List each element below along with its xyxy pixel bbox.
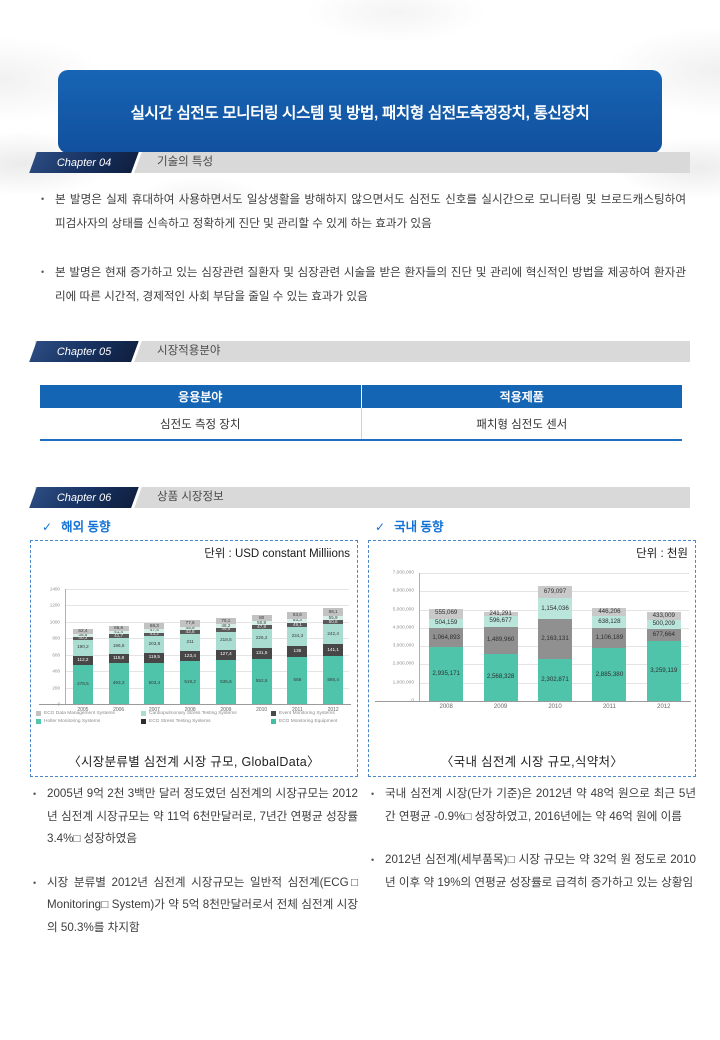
legend-item: ECG Stress Testing Systems: [141, 719, 269, 724]
bullet-dot-icon: •: [41, 194, 45, 204]
tech-bullet-1: • 본 발명은 실제 휴대하여 사용하면서도 일상생활을 방해하지 않으면서도 …: [38, 188, 686, 235]
domestic-unit-label: 단위 : 천원: [636, 548, 688, 560]
chapter-04-badge-label: Chapter 04: [56, 156, 112, 169]
legend-item: Holter Monitoring Systems: [36, 719, 139, 724]
table-header-row: 응용분야 적용제품: [40, 385, 682, 408]
domestic-chart-panel: 단위 : 천원 01,000,0002,000,0003,000,0004,00…: [368, 540, 696, 777]
table-header-application-field: 응용분야: [40, 385, 362, 408]
legend-item: Cardiopulmonary Stress Testing Systems: [141, 711, 269, 716]
domestic-bullet-1-text: 국내 심전계 시장(단가 기준)은 2012년 약 48억 원으로 최근 5년간…: [385, 787, 696, 823]
table-header-applied-product: 적용제품: [499, 390, 544, 404]
tech-bullet-1-text: 본 발명은 실제 휴대하여 사용하면서도 일상생활을 방해하지 않으면서도 심전…: [55, 193, 686, 230]
legend-swatch: [271, 719, 276, 724]
chapter-06-header: Chapter 06 상품 시장정보: [29, 487, 690, 508]
overseas-trend-heading: ✓ 해외 동향: [42, 516, 111, 535]
legend-swatch: [36, 719, 41, 724]
overseas-bullet-2: • 시장 분류별 2012년 심전계 시장규모는 일반적 심전계(ECG□ Mo…: [30, 872, 358, 940]
bullet-dot-icon: •: [33, 877, 37, 888]
chapter-05-badge: Chapter 05: [29, 341, 142, 362]
domestic-chart-caption: 〈국내 심전계 시장 규모,식약처〉: [440, 755, 624, 769]
bullet-dot-icon: •: [371, 789, 375, 799]
table-row: 심전도 측정 장치 패치형 심전도 센서: [40, 408, 682, 441]
chapter-04-header: Chapter 04 기술의 특성: [29, 152, 690, 173]
chapter-06-title: 상품 시장정보: [157, 491, 224, 503]
overseas-bullet-1: • 2005년 9억 2천 3백만 달러 정도였던 심전계의 시장규모는 201…: [30, 783, 358, 851]
legend-swatch: [141, 719, 146, 724]
legend-item: ECG Monitoring Equipment: [271, 719, 355, 724]
chapter-04-title: 기술의 특성: [157, 156, 214, 168]
overseas-chart-legend: ECG Data Management Systems Cardiopulmona…: [36, 711, 355, 724]
overseas-bullet-2-text: 시장 분류별 2012년 심전계 시장규모는 일반적 심전계(ECG□ Moni…: [47, 875, 358, 934]
chapter-05-badge-label: Chapter 05: [56, 345, 112, 358]
table-cell-application: 심전도 측정 장치: [40, 408, 362, 439]
overseas-chart-caption: 〈시장분류별 심전계 시장 규모, GlobalData〉: [68, 755, 320, 769]
domestic-trend-heading: ✓ 국내 동향: [375, 516, 444, 535]
chapter-05-header: Chapter 05 시장적용분야: [29, 341, 690, 362]
chapter-06-badge: Chapter 06: [29, 487, 142, 508]
domestic-analysis-bullets: • 국내 심전계 시장(단가 기준)은 2012년 약 48억 원으로 최근 5…: [368, 783, 696, 915]
document-title: 실시간 심전도 모니터링 시스템 및 방법, 패치형 심전도측정장치, 통신장치: [130, 104, 590, 122]
title-banner: 실시간 심전도 모니터링 시스템 및 방법, 패치형 심전도측정장치, 통신장치: [58, 70, 662, 153]
tech-bullet-2-text: 본 발명은 현재 증가하고 있는 심장관련 질환자 및 심장관련 시술을 받은 …: [55, 266, 686, 303]
domestic-bullet-2: • 2012년 심전계(세부품목)□ 시장 규모는 약 32억 원 정도로 20…: [368, 849, 696, 894]
chapter-04-badge: Chapter 04: [29, 152, 142, 173]
check-icon: ✓: [375, 520, 386, 534]
domestic-bullet-2-text: 2012년 심전계(세부품목)□ 시장 규모는 약 32억 원 정도로 2010…: [385, 853, 696, 889]
bullet-dot-icon: •: [33, 789, 37, 799]
domestic-bullet-1: • 국내 심전계 시장(단가 기준)은 2012년 약 48억 원으로 최근 5…: [368, 783, 696, 828]
overseas-stacked-bar-chart: 0200400600800100012001400478,5112,2190,2…: [39, 587, 351, 719]
domestic-trend-label: 국내 동향: [394, 520, 444, 534]
chapter-05-title: 시장적용분야: [157, 345, 221, 357]
bullet-dot-icon: •: [371, 855, 375, 865]
tech-feature-bullets: • 본 발명은 실제 휴대하여 사용하면서도 일상생활을 방해하지 않으면서도 …: [38, 188, 686, 334]
overseas-analysis-bullets: • 2005년 9억 2천 3백만 달러 정도였던 심전계의 시장규모는 201…: [30, 783, 358, 960]
overseas-bullet-1-text: 2005년 9억 2천 3백만 달러 정도였던 심전계의 시장규모는 2012년…: [47, 787, 358, 845]
market-application-table: 응용분야 적용제품 심전도 측정 장치 패치형 심전도 센서: [40, 385, 682, 441]
table-cell-product: 패치형 심전도 센서: [476, 418, 568, 431]
legend-item: Event Monitoring Systems: [271, 711, 355, 716]
overseas-unit-label: 단위 : USD constant Milliions: [204, 548, 350, 560]
overseas-chart-panel: 단위 : USD constant Milliions 020040060080…: [30, 540, 358, 777]
overseas-trend-label: 해외 동향: [61, 520, 111, 534]
legend-swatch: [36, 711, 41, 716]
domestic-stacked-bar-chart: 01,000,0002,000,0003,000,0004,000,0005,0…: [375, 571, 691, 716]
legend-swatch: [271, 711, 276, 716]
tech-bullet-2: • 본 발명은 현재 증가하고 있는 심장관련 질환자 및 심장관련 시술을 받…: [38, 261, 686, 308]
legend-swatch: [141, 711, 146, 716]
bullet-dot-icon: •: [41, 267, 45, 277]
legend-item: ECG Data Management Systems: [36, 711, 139, 716]
check-icon: ✓: [42, 520, 53, 534]
chapter-06-badge-label: Chapter 06: [56, 491, 112, 504]
